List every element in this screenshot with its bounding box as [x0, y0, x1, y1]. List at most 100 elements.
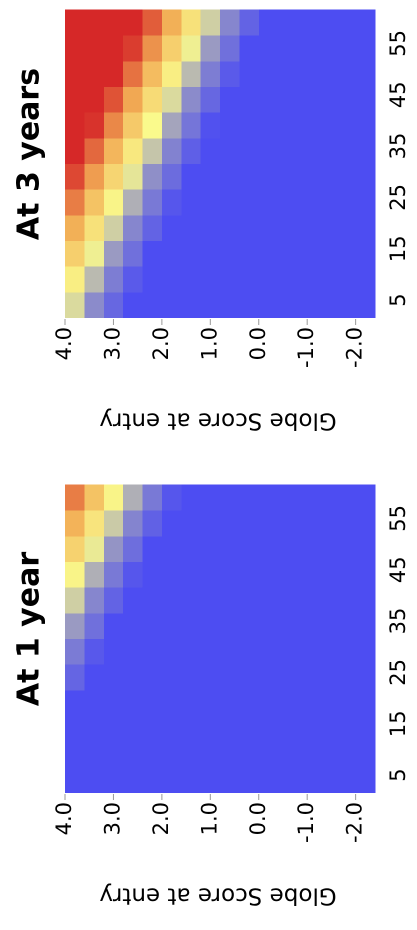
heatmap-cell — [161, 510, 182, 537]
heatmap-cell — [297, 741, 318, 768]
heatmap-cell — [336, 766, 357, 793]
heatmap-cell — [239, 9, 260, 36]
y-axis-label: Globe Score at entry — [99, 883, 336, 909]
heatmap-cell — [84, 510, 105, 537]
heatmap-cell — [258, 612, 279, 639]
heatmap-cell — [278, 689, 299, 716]
heatmap-cell — [258, 689, 279, 716]
heatmap-cell — [103, 291, 124, 318]
heatmap-cell — [316, 291, 337, 318]
heatmap-cell — [258, 561, 279, 588]
heatmap-cell — [355, 664, 376, 691]
heatmap-cell — [297, 715, 318, 742]
heatmap-cell — [316, 612, 337, 639]
heatmap-cell — [239, 86, 260, 113]
heatmap-cell — [84, 137, 105, 164]
heatmap-cell — [103, 766, 124, 793]
heatmap-cell — [123, 587, 144, 614]
heatmap-cell — [200, 664, 221, 691]
heatmap-cell — [200, 766, 221, 793]
heatmap-cell — [123, 535, 144, 562]
heatmap-cell — [355, 715, 376, 742]
heatmap-cell — [161, 638, 182, 665]
heatmap-cell — [65, 137, 85, 164]
heatmap-cell — [336, 112, 357, 139]
heatmap-cell — [200, 60, 221, 87]
heatmap-cell — [181, 60, 202, 87]
heatmap-cell — [355, 484, 376, 511]
heatmap-cell — [84, 612, 105, 639]
heatmap-cell — [103, 715, 124, 742]
y-tick-label: 0.0 — [246, 327, 270, 360]
heatmap-cell — [142, 638, 163, 665]
heatmap-cell — [297, 137, 318, 164]
heatmap-cell — [258, 137, 279, 164]
heatmap-cell — [278, 214, 299, 241]
heatmap-cell — [84, 587, 105, 614]
heatmap-cell — [181, 86, 202, 113]
heatmap-cell — [355, 137, 376, 164]
heatmap-cell — [278, 587, 299, 614]
heatmap-cell — [297, 689, 318, 716]
heatmap-cell — [142, 240, 163, 267]
heatmap-cell — [336, 612, 357, 639]
heatmap-cell — [355, 612, 376, 639]
heatmap-cell — [142, 189, 163, 216]
heatmap-cell — [200, 112, 221, 139]
heatmap-cell — [239, 638, 260, 665]
heatmap-cell — [181, 214, 202, 241]
heatmap-cell — [278, 535, 299, 562]
heatmap-cell — [297, 163, 318, 190]
heatmap-cell — [239, 664, 260, 691]
heatmap-cell — [316, 510, 337, 537]
heatmap-cell — [220, 689, 240, 716]
heatmap-cell — [316, 60, 337, 87]
heatmap-cell — [142, 664, 163, 691]
heatmap-cell — [258, 715, 279, 742]
heatmap-cell — [142, 163, 163, 190]
heatmap-cell — [65, 535, 85, 562]
heatmap-cell — [297, 35, 318, 62]
heatmap-cell — [316, 561, 337, 588]
heatmap-cell — [200, 163, 221, 190]
heatmap-cell — [316, 163, 337, 190]
heatmap-cell — [278, 766, 299, 793]
heatmap-cell — [200, 266, 221, 293]
heatmap-cell — [161, 766, 182, 793]
heatmap-cell — [258, 112, 279, 139]
heatmap-cell — [181, 612, 202, 639]
heatmap-cell — [355, 535, 376, 562]
heatmap-cell — [142, 137, 163, 164]
heatmap-cell — [239, 240, 260, 267]
heatmap-cell — [258, 510, 279, 537]
heatmap-cell — [258, 587, 279, 614]
heatmap-cell — [278, 664, 299, 691]
heatmap-cell — [123, 715, 144, 742]
heatmap-cell — [355, 766, 376, 793]
heatmap-cell — [336, 715, 357, 742]
heatmap-cell — [65, 240, 85, 267]
heatmap-cell — [142, 86, 163, 113]
heatmap-cell — [65, 741, 85, 768]
heatmap-cell — [142, 741, 163, 768]
heatmap-cell — [355, 510, 376, 537]
heatmap-cell — [220, 664, 240, 691]
heatmap-cell — [123, 510, 144, 537]
heatmap-cell — [123, 741, 144, 768]
y-tick-label: 1.0 — [197, 802, 221, 835]
heatmap-cell — [200, 137, 221, 164]
heatmap-cell — [142, 112, 163, 139]
heatmap-cell — [161, 587, 182, 614]
heatmap-cell — [200, 638, 221, 665]
x-tick-label: 45 — [386, 556, 410, 583]
heatmap-cell — [258, 535, 279, 562]
heatmap-cell — [297, 510, 318, 537]
heatmap-cell — [161, 715, 182, 742]
heatmap-cell — [65, 638, 85, 665]
heatmap-cell — [239, 214, 260, 241]
heatmap-cell — [200, 214, 221, 241]
heatmap-cell — [84, 291, 105, 318]
heatmap-cell — [220, 638, 240, 665]
heatmap-cell — [84, 484, 105, 511]
heatmap-cell — [181, 484, 202, 511]
